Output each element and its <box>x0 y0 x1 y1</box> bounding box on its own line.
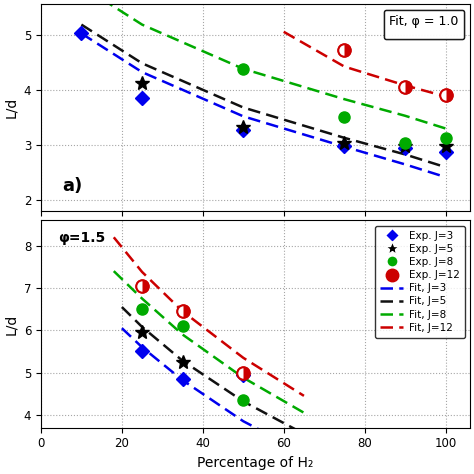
Y-axis label: L/d: L/d <box>4 97 18 118</box>
X-axis label: Percentage of H₂: Percentage of H₂ <box>197 456 314 470</box>
Y-axis label: L/d: L/d <box>4 313 18 335</box>
Legend: Exp. J=3, Exp. J=5, Exp. J=8, Exp. J=12, Fit, J=3, Fit, J=5, Fit, J=8, Fit, J=12: Exp. J=3, Exp. J=5, Exp. J=8, Exp. J=12,… <box>375 226 465 338</box>
Text: φ=1.5: φ=1.5 <box>58 231 105 245</box>
Text: a): a) <box>63 177 82 195</box>
Legend:  <box>384 10 464 39</box>
